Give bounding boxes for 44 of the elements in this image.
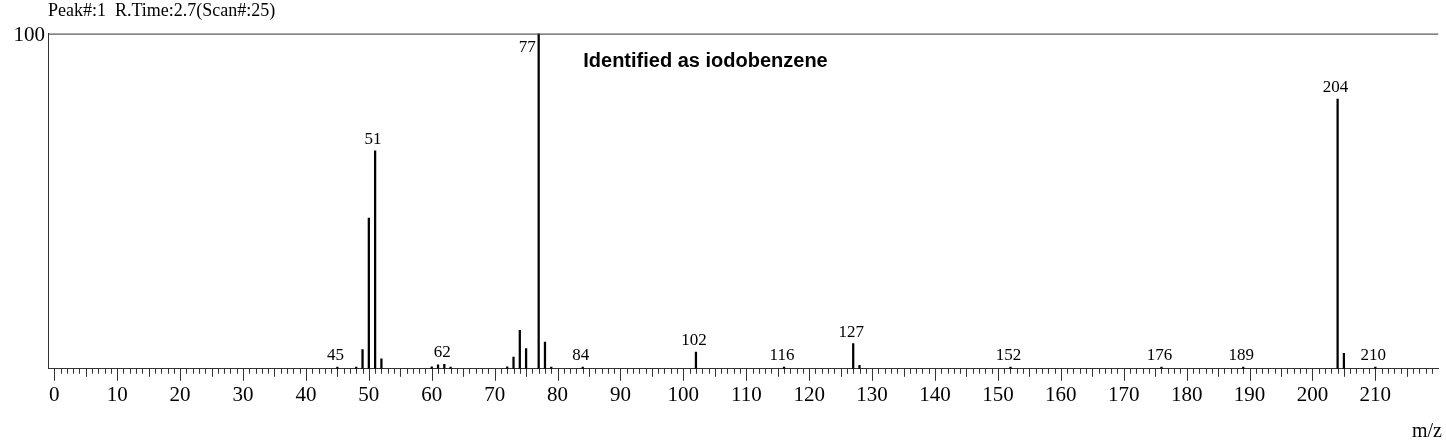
x-tick-label: 130 xyxy=(856,381,888,406)
x-tick-label: 170 xyxy=(1107,381,1140,406)
x-tick-label: 100 xyxy=(667,381,700,406)
x-tick-label: 0 xyxy=(49,381,60,406)
annotation: 51 xyxy=(364,128,382,148)
annotation: 176 xyxy=(1146,345,1173,365)
annotation: 116 xyxy=(769,345,795,365)
chart-title: Peak#:1 R.Time:2.7(Scan#:25) xyxy=(48,0,276,21)
annotation: 77 xyxy=(518,36,537,56)
annotation: 127 xyxy=(838,321,865,341)
text: 100 xyxy=(13,22,45,47)
x-tick-label: 150 xyxy=(982,381,1014,406)
annotation: Identified as iodobenzene xyxy=(583,49,828,72)
x-tick-label: 60 xyxy=(421,381,443,406)
x-tick-label: 120 xyxy=(793,381,825,406)
x-tick-label: 30 xyxy=(232,381,254,406)
x-tick-label: 80 xyxy=(547,381,569,406)
annotation: 84 xyxy=(572,345,590,365)
annotation: 152 xyxy=(995,345,1022,365)
annotation: 45 xyxy=(326,345,344,365)
x-tick-label: 50 xyxy=(358,381,380,406)
x-tick-label: 10 xyxy=(106,381,128,406)
x-tick-label: 110 xyxy=(730,381,762,406)
bar xyxy=(380,358,383,369)
annotation: 210 xyxy=(1360,345,1387,365)
bar xyxy=(361,349,364,369)
x-tick-label: 160 xyxy=(1045,381,1077,406)
x-tick-label: 180 xyxy=(1170,381,1203,406)
x-tick-label: 190 xyxy=(1233,381,1266,406)
x-tick-label: 90 xyxy=(609,381,631,406)
annotation: 62 xyxy=(433,342,451,362)
x-tick-label: 20 xyxy=(169,381,191,406)
bar xyxy=(1336,98,1339,369)
x-tick-label: 200 xyxy=(1296,381,1329,406)
x-tick-label: 210 xyxy=(1359,381,1392,406)
bar xyxy=(858,365,861,369)
x-tick-label: 140 xyxy=(919,381,951,406)
x-tick-label: 40 xyxy=(295,381,317,406)
x-axis-title: m/z xyxy=(1412,419,1443,442)
annotation: 102 xyxy=(681,330,707,350)
annotation: 204 xyxy=(1322,76,1349,96)
bar xyxy=(512,356,515,369)
annotation: 189 xyxy=(1228,345,1254,365)
x-tick-label: 70 xyxy=(484,381,506,406)
